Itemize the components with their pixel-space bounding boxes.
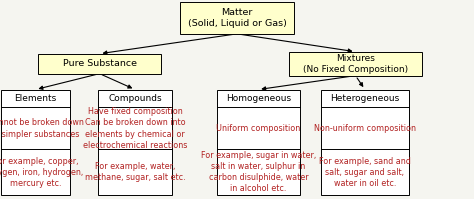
Bar [38,54,161,74]
Text: Heterogeneous: Heterogeneous [330,94,400,103]
Text: Have fixed composition
Can be broken down into
elements by chemical or
electroch: Have fixed composition Can be broken dow… [83,107,187,150]
Text: For example, copper,
oxygen, iron, hydrogen,
mercury etc.: For example, copper, oxygen, iron, hydro… [0,157,83,188]
Text: Homogeneous: Homogeneous [226,94,291,103]
Text: Elements: Elements [14,94,57,103]
Text: For example, sugar in water,
salt in water, sulphur in
carbon disulphide, water
: For example, sugar in water, salt in wat… [201,151,316,193]
Bar [217,90,300,195]
Text: Mixtures
(No Fixed Composition): Mixtures (No Fixed Composition) [303,54,408,74]
Bar [98,90,172,195]
Text: Cannot be broken down
to simpler substances: Cannot be broken down to simpler substan… [0,118,83,139]
Text: Matter
(Solid, Liquid or Gas): Matter (Solid, Liquid or Gas) [188,8,286,28]
Bar [1,90,70,195]
Bar [321,90,409,195]
Text: Pure Substance: Pure Substance [63,59,137,68]
Text: Uniform composition: Uniform composition [216,124,301,133]
Text: For example, sand and
salt, sugar and salt,
water in oil etc.: For example, sand and salt, sugar and sa… [319,157,411,188]
Bar [289,52,422,76]
Text: Compounds: Compounds [108,94,162,103]
Text: For example, water,
methane, sugar, salt etc.: For example, water, methane, sugar, salt… [85,162,185,182]
Text: Non-uniform composition: Non-uniform composition [314,124,416,133]
Bar [180,2,294,34]
